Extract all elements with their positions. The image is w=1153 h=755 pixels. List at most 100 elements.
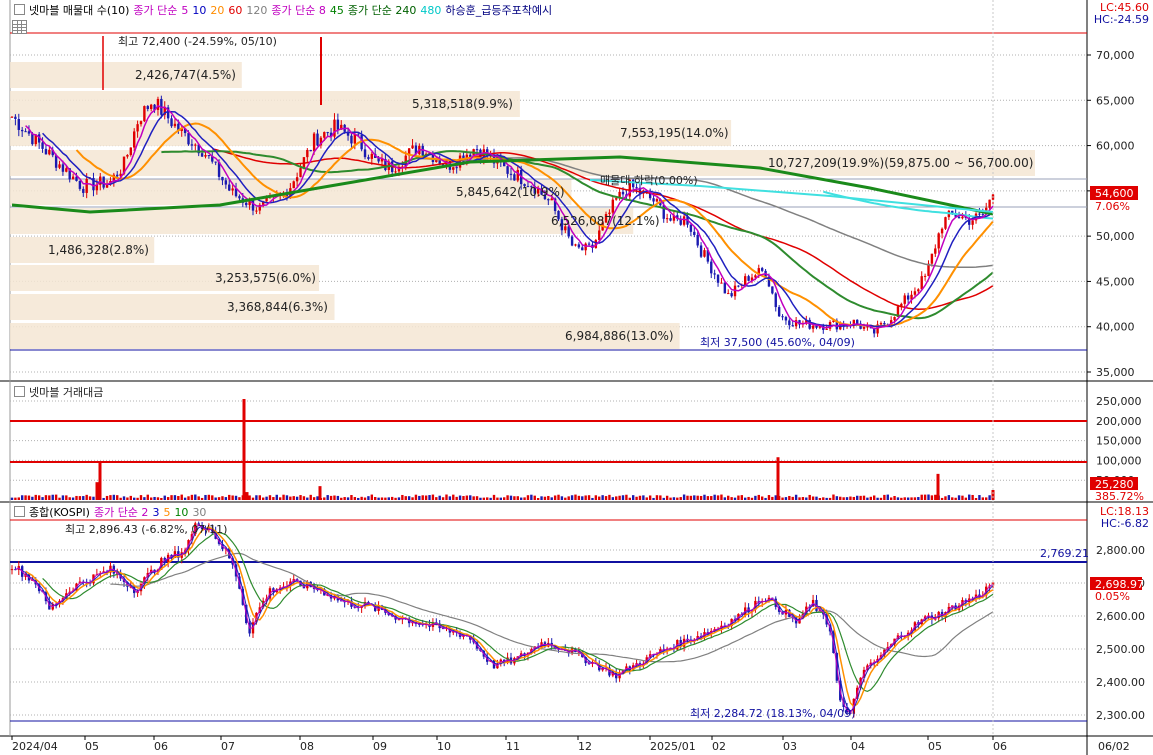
price-legend-item[interactable]: 120 <box>246 4 268 17</box>
volume-bar <box>910 497 913 500</box>
table-icon[interactable] <box>12 20 27 34</box>
current-price-value: 54,600 <box>1095 187 1134 200</box>
price-legend-item[interactable]: 하승훈_급등주포착예시 <box>445 4 553 17</box>
price-legend-item[interactable]: 20 <box>210 4 225 17</box>
price-legend-item[interactable]: 넷마블 매물대 수(10) <box>29 4 130 17</box>
price-legend-item[interactable]: 10 <box>192 4 207 17</box>
volume-bar <box>204 494 207 500</box>
price-legend-item[interactable]: 45 <box>329 4 344 17</box>
volume-bar <box>822 497 825 500</box>
volume-bar <box>329 495 333 500</box>
volume-bar <box>801 497 805 500</box>
candle-body <box>917 289 920 292</box>
volume-bar <box>119 497 122 500</box>
candle-body <box>346 131 350 136</box>
candle-body <box>794 320 798 327</box>
legend-checkbox[interactable] <box>14 506 25 517</box>
candle-body <box>116 174 119 177</box>
volume-bar <box>180 494 183 500</box>
volume-change-pct: 385.72% <box>1095 490 1144 503</box>
volume-bar <box>34 494 37 500</box>
candle-body <box>65 168 68 172</box>
volume-bar <box>961 495 964 500</box>
volume-bar <box>903 497 906 500</box>
price-legend-item[interactable]: 종가 단순 240 <box>347 4 417 17</box>
kospi-legend-item[interactable]: 10 <box>174 506 189 519</box>
candle-body <box>251 199 255 211</box>
volume-bar <box>879 497 883 500</box>
volume-bar <box>516 496 519 500</box>
volume-bar <box>957 495 961 500</box>
volume-profile-label: 1,486,328(2.8%) <box>48 243 149 257</box>
volume-bar <box>676 497 679 500</box>
kospi-ma30-line <box>110 552 994 663</box>
volume-bar <box>346 497 350 500</box>
volume-profile-bar <box>10 265 320 291</box>
candle-body <box>879 323 883 325</box>
volume-bar <box>469 495 472 500</box>
volume-bar <box>723 497 727 500</box>
price-legend-item[interactable]: 종가 단순 8 <box>271 4 326 17</box>
volume-bar <box>401 494 404 500</box>
price-legend-item[interactable]: 종가 단순 <box>133 4 178 17</box>
volume-bar <box>889 497 893 500</box>
candle-body <box>587 243 591 245</box>
candle-body <box>893 317 896 321</box>
volume-bar <box>65 495 68 500</box>
volume-bar <box>988 495 991 500</box>
price-legend-item[interactable]: 60 <box>228 4 243 17</box>
candle-body <box>441 164 445 166</box>
candle-body <box>105 183 109 188</box>
volume-bar <box>672 497 676 500</box>
candle-body <box>68 168 71 180</box>
volume-bar <box>146 494 149 500</box>
volume-bar <box>37 495 41 500</box>
volume-bar <box>285 495 289 500</box>
kospi-legend-item[interactable]: 종합(KOSPI) <box>29 506 90 519</box>
price-legend-item[interactable]: 480 <box>420 4 442 17</box>
volume-bar <box>947 495 951 500</box>
candle-body <box>295 177 299 182</box>
x-axis-label: 08 <box>300 740 314 753</box>
volume-profile-bar <box>10 294 335 320</box>
candle-body <box>716 274 720 283</box>
x-axis-label: 11 <box>506 740 520 753</box>
x-axis-label: 2025/01 <box>650 740 696 753</box>
current-price-change: 7.06% <box>1095 200 1130 213</box>
candle-body <box>133 131 136 148</box>
volume-bar <box>360 496 363 500</box>
volume-bar <box>842 497 845 500</box>
volume-bar <box>88 496 92 500</box>
candle-body <box>913 291 917 295</box>
candle-body <box>934 248 937 254</box>
candle-body <box>34 134 37 145</box>
volume-bar <box>268 495 272 500</box>
volume-bar <box>665 495 669 500</box>
candle-body <box>411 145 414 149</box>
volume-bar <box>109 495 112 500</box>
kospi-legend-item[interactable]: 30 <box>192 506 207 519</box>
volume-bar <box>234 495 238 500</box>
candle-body <box>51 149 54 156</box>
volume-bar <box>506 495 509 500</box>
ma45-line <box>161 150 994 320</box>
volume-spike <box>318 486 322 500</box>
kospi-legend-item[interactable]: 종가 단순 2 <box>93 506 149 519</box>
volume-bar <box>190 494 194 500</box>
volume-bar <box>390 496 394 500</box>
volume-bar <box>740 495 744 500</box>
volume-bar <box>523 497 526 500</box>
candle-body <box>564 226 567 231</box>
candle-body <box>767 276 771 287</box>
volume-bar <box>438 495 441 500</box>
volume-bar <box>760 496 764 500</box>
kospi-legend-item[interactable]: 5 <box>163 506 171 519</box>
kospi-legend-item[interactable]: 3 <box>152 506 160 519</box>
volume-bar <box>791 496 794 500</box>
candle-body <box>788 320 791 326</box>
price-legend-item[interactable]: 5 <box>181 4 189 17</box>
candle-body <box>502 162 506 167</box>
legend-checkbox[interactable] <box>14 4 25 15</box>
volume-bar <box>710 496 713 500</box>
